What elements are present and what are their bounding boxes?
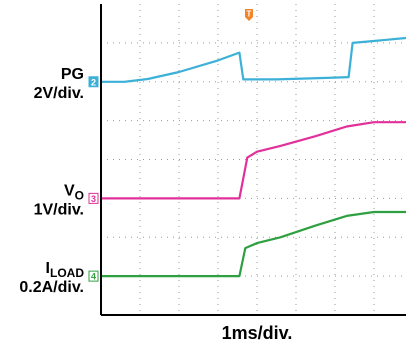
waveform-traces xyxy=(101,36,406,278)
channel-scale-pg: 2V/div. xyxy=(34,85,84,102)
channel-name-pg: PG xyxy=(61,66,84,83)
channel-marker-2: 2 xyxy=(88,76,99,88)
trace-iload xyxy=(101,210,406,278)
trace-vo xyxy=(101,121,406,200)
channel-marker-4: 4 xyxy=(88,270,99,282)
trigger-marker-label: T xyxy=(247,10,252,19)
channel-number: 3 xyxy=(91,194,96,204)
channel-name-vo: VO xyxy=(64,182,84,202)
channel-scale-vo: 1V/div. xyxy=(34,201,84,218)
channel-marker-3: 3 xyxy=(88,192,99,204)
channel-name-iload: ILOAD xyxy=(46,260,85,280)
channel-number: 2 xyxy=(91,77,96,87)
graticule xyxy=(101,4,406,315)
channel-number: 4 xyxy=(91,272,96,282)
channel-scale-iload: 0.2A/div. xyxy=(19,279,84,296)
trace-pg xyxy=(101,36,406,83)
trigger-marker: T xyxy=(245,9,253,21)
plot-frame xyxy=(100,4,406,316)
x-axis-label: 1ms/div. xyxy=(222,323,293,343)
